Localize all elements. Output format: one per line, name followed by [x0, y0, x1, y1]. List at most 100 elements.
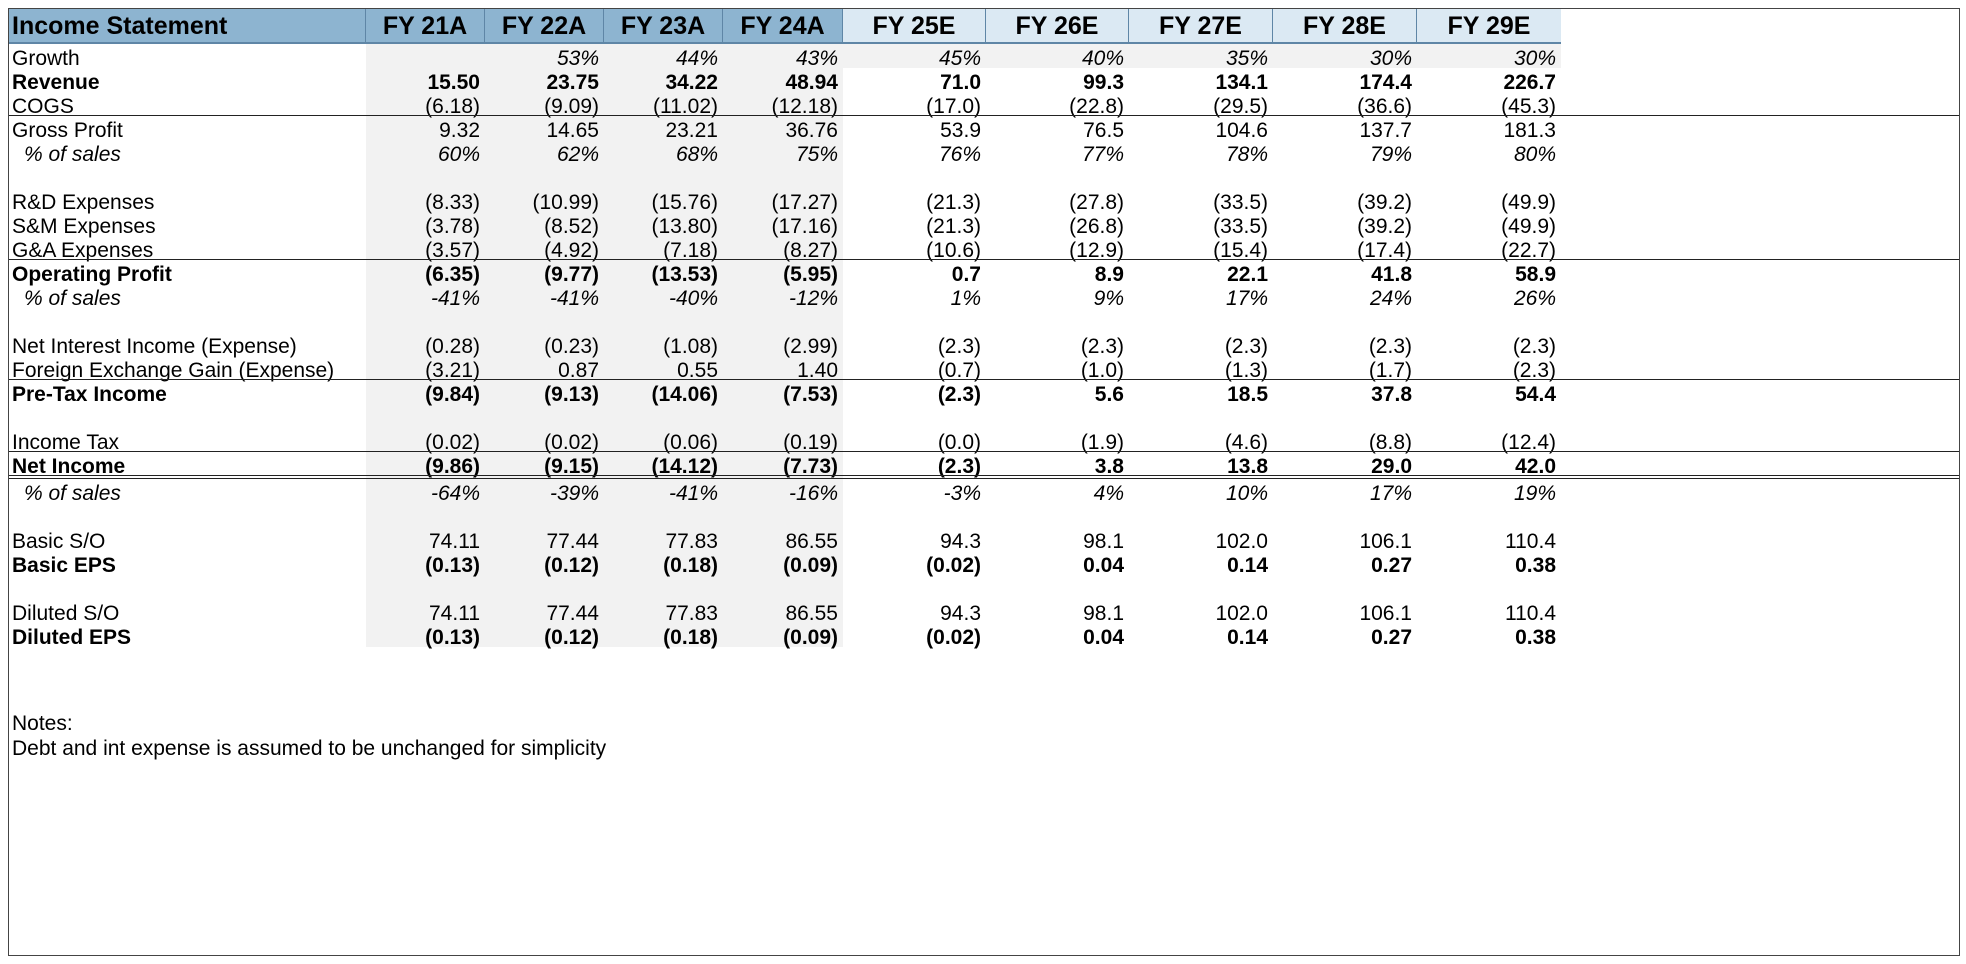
value-cell: 4%	[1093, 482, 1124, 505]
value-cell: (3.57)	[425, 239, 480, 262]
value-cell: 71.0	[940, 71, 981, 94]
value-cell: (36.6)	[1357, 95, 1412, 118]
value-cell: (8.27)	[783, 239, 838, 262]
value-cell: 98.1	[1083, 530, 1124, 553]
value-cell: -41%	[668, 482, 718, 505]
value-cell: (0.18)	[663, 554, 718, 577]
value-cell: 86.55	[785, 530, 838, 553]
value-cell: 102.0	[1215, 530, 1268, 553]
value-cell: (17.27)	[771, 191, 838, 214]
value-cell: (10.6)	[926, 239, 981, 262]
column-header: FY 21A	[366, 9, 485, 44]
value-cell: 104.6	[1215, 119, 1268, 142]
column-header: FY 27E	[1129, 9, 1273, 44]
value-cell: (0.02)	[926, 554, 981, 577]
value-cell: 58.9	[1515, 263, 1556, 286]
value-cell: 36.76	[785, 119, 838, 142]
value-cell: 44%	[675, 47, 718, 70]
value-cell: (17.16)	[771, 215, 838, 238]
table-row: G&A Expenses (3.57) (4.92) (7.18) (8.27) (10.…	[9, 236, 1959, 262]
value-cell: (0.23)	[544, 335, 599, 358]
value-cell: 0.14	[1227, 554, 1268, 577]
value-cell: (33.5)	[1213, 215, 1268, 238]
row-label: R&D Expenses	[12, 191, 155, 214]
income-statement-sheet: Income Statement FY 21A FY 22A FY 23A FY 24…	[8, 8, 1960, 956]
value-cell: 0.7	[951, 263, 981, 286]
note-line: Debt and int expense is assumed to be un…	[12, 737, 607, 760]
value-cell: 40%	[1081, 47, 1124, 70]
value-cell: (8.33)	[425, 191, 480, 214]
row-label: Basic S/O	[12, 530, 106, 553]
value-cell: (6.35)	[425, 263, 480, 286]
value-cell: (12.9)	[1069, 239, 1124, 262]
value-cell: (0.18)	[663, 626, 718, 649]
notes-heading: Notes:	[12, 712, 73, 735]
value-cell: 42.0	[1515, 455, 1556, 478]
subtotal-rule	[9, 115, 1959, 116]
value-cell: (14.06)	[651, 383, 718, 406]
row-label: Revenue	[12, 71, 100, 94]
row-label: Diluted EPS	[12, 626, 132, 649]
value-cell: (4.6)	[1224, 431, 1268, 454]
value-cell: 23.75	[546, 71, 599, 94]
value-cell: (0.7)	[937, 359, 981, 382]
value-cell: -40%	[668, 287, 718, 310]
spacer-row	[9, 404, 1959, 428]
value-cell: 76.5	[1083, 119, 1124, 142]
value-cell: (9.86)	[425, 455, 480, 478]
row-label: Diluted S/O	[12, 602, 120, 625]
value-cell: (33.5)	[1213, 191, 1268, 214]
value-cell: (2.3)	[937, 455, 981, 478]
value-cell: 26%	[1513, 287, 1556, 310]
value-cell: (13.80)	[651, 215, 718, 238]
value-cell: 0.14	[1227, 626, 1268, 649]
value-cell: (0.09)	[783, 626, 838, 649]
column-header: FY 24A	[723, 9, 843, 44]
value-cell: 5.6	[1094, 383, 1124, 406]
row-label: COGS	[12, 95, 74, 118]
table-row: Basic S/O 74.11 77.44 77.83 86.55 94.3 98.1 102…	[9, 527, 1959, 553]
value-cell: (7.73)	[783, 455, 838, 478]
value-cell: 86.55	[785, 602, 838, 625]
value-cell: 60%	[437, 143, 480, 166]
table-row: % of sales -64% -39% -41% -16% -3% 4% 10% 17% 19%	[9, 479, 1959, 505]
value-cell: 77.83	[665, 530, 718, 553]
table-row: Foreign Exchange Gain (Expense) (3.21) 0.8…	[9, 356, 1959, 382]
value-cell: (3.78)	[425, 215, 480, 238]
sheet-title: Income Statement	[9, 9, 366, 44]
value-cell: (8.52)	[544, 215, 599, 238]
value-cell: (0.02)	[544, 431, 599, 454]
value-cell: -41%	[430, 287, 480, 310]
row-label: S&M Expenses	[12, 215, 156, 238]
spacer-row	[9, 575, 1959, 599]
spacer-row	[9, 308, 1959, 332]
value-cell: 102.0	[1215, 602, 1268, 625]
value-cell: (12.4)	[1501, 431, 1556, 454]
value-cell: 106.1	[1359, 602, 1412, 625]
value-cell: (39.2)	[1357, 215, 1412, 238]
value-cell: 78%	[1225, 143, 1268, 166]
total-double-rule	[9, 475, 1959, 476]
value-cell: 77%	[1081, 143, 1124, 166]
row-label: Income Tax	[12, 431, 119, 454]
value-cell: -41%	[549, 287, 599, 310]
value-cell: (7.18)	[663, 239, 718, 262]
total-double-rule	[9, 478, 1959, 479]
spacer-row	[9, 164, 1959, 188]
value-cell: (4.92)	[544, 239, 599, 262]
table-row: % of sales -41% -41% -40% -12% 1% 9% 17% 24% 26%	[9, 284, 1959, 310]
value-cell: 0.04	[1083, 554, 1124, 577]
table-row: Diluted EPS (0.13) (0.12) (0.18) (0.09) (0.02…	[9, 623, 1959, 649]
value-cell: -3%	[943, 482, 981, 505]
column-header: FY 28E	[1273, 9, 1417, 44]
value-cell: 45%	[938, 47, 981, 70]
value-cell: (1.08)	[663, 335, 718, 358]
value-cell: -16%	[788, 482, 838, 505]
table-row: Operating Profit (6.35) (9.77) (13.53) (5.95…	[9, 260, 1959, 286]
value-cell: 75%	[795, 143, 838, 166]
value-cell: 0.38	[1515, 554, 1556, 577]
value-cell: (9.09)	[544, 95, 599, 118]
value-cell: (45.3)	[1501, 95, 1556, 118]
value-cell: 24%	[1369, 287, 1412, 310]
value-cell: 99.3	[1083, 71, 1124, 94]
